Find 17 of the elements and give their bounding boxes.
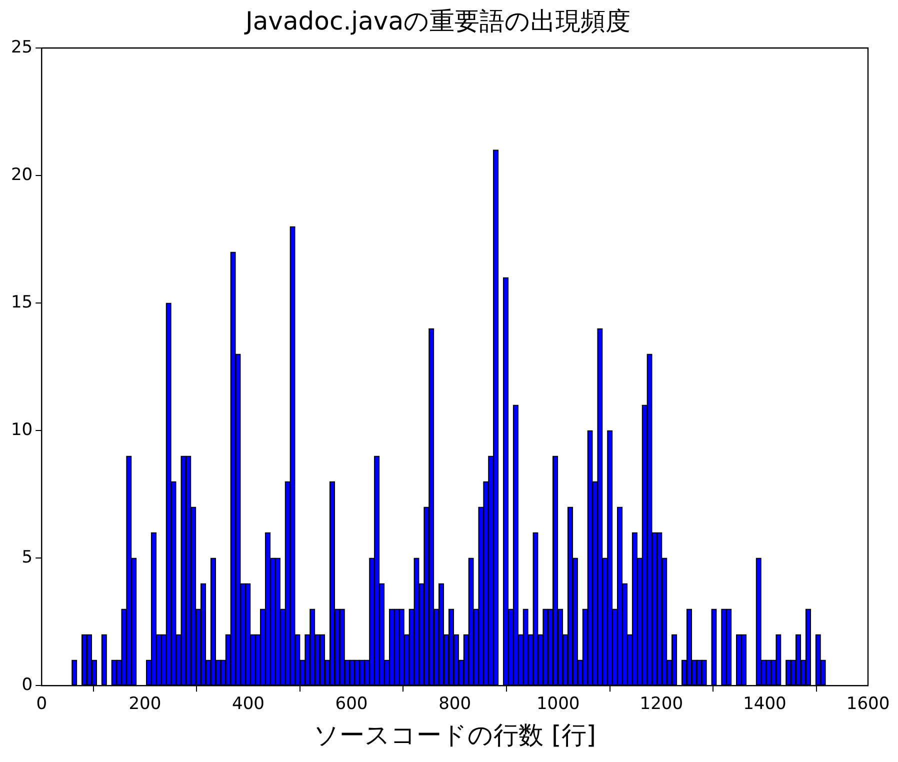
x-tick-label: 1400 [743, 694, 786, 714]
x-tick-label: 800 [438, 694, 472, 714]
chart-title: Javadoc.javaの重要語の出現頻度 [243, 6, 631, 36]
x-tick-label: 0 [36, 694, 48, 714]
x-tick-label: 400 [232, 694, 264, 714]
y-tick-label: 0 [22, 675, 33, 696]
y-tick-label: 25 [10, 37, 33, 58]
y-tick-label: 5 [22, 548, 33, 568]
x-axis-title: ソースコードの行数 [行] [314, 720, 596, 750]
y-tick-label: 20 [10, 164, 33, 185]
y-tick-label: 10 [10, 420, 33, 440]
x-tick-label: 1600 [846, 694, 890, 714]
x-tick-label: 600 [335, 694, 368, 714]
y-tick-label: 15 [10, 292, 33, 312]
x-tick-label: 1200 [640, 694, 684, 714]
x-tick-label: 1000 [536, 694, 580, 714]
x-tick-label: 200 [128, 694, 162, 714]
